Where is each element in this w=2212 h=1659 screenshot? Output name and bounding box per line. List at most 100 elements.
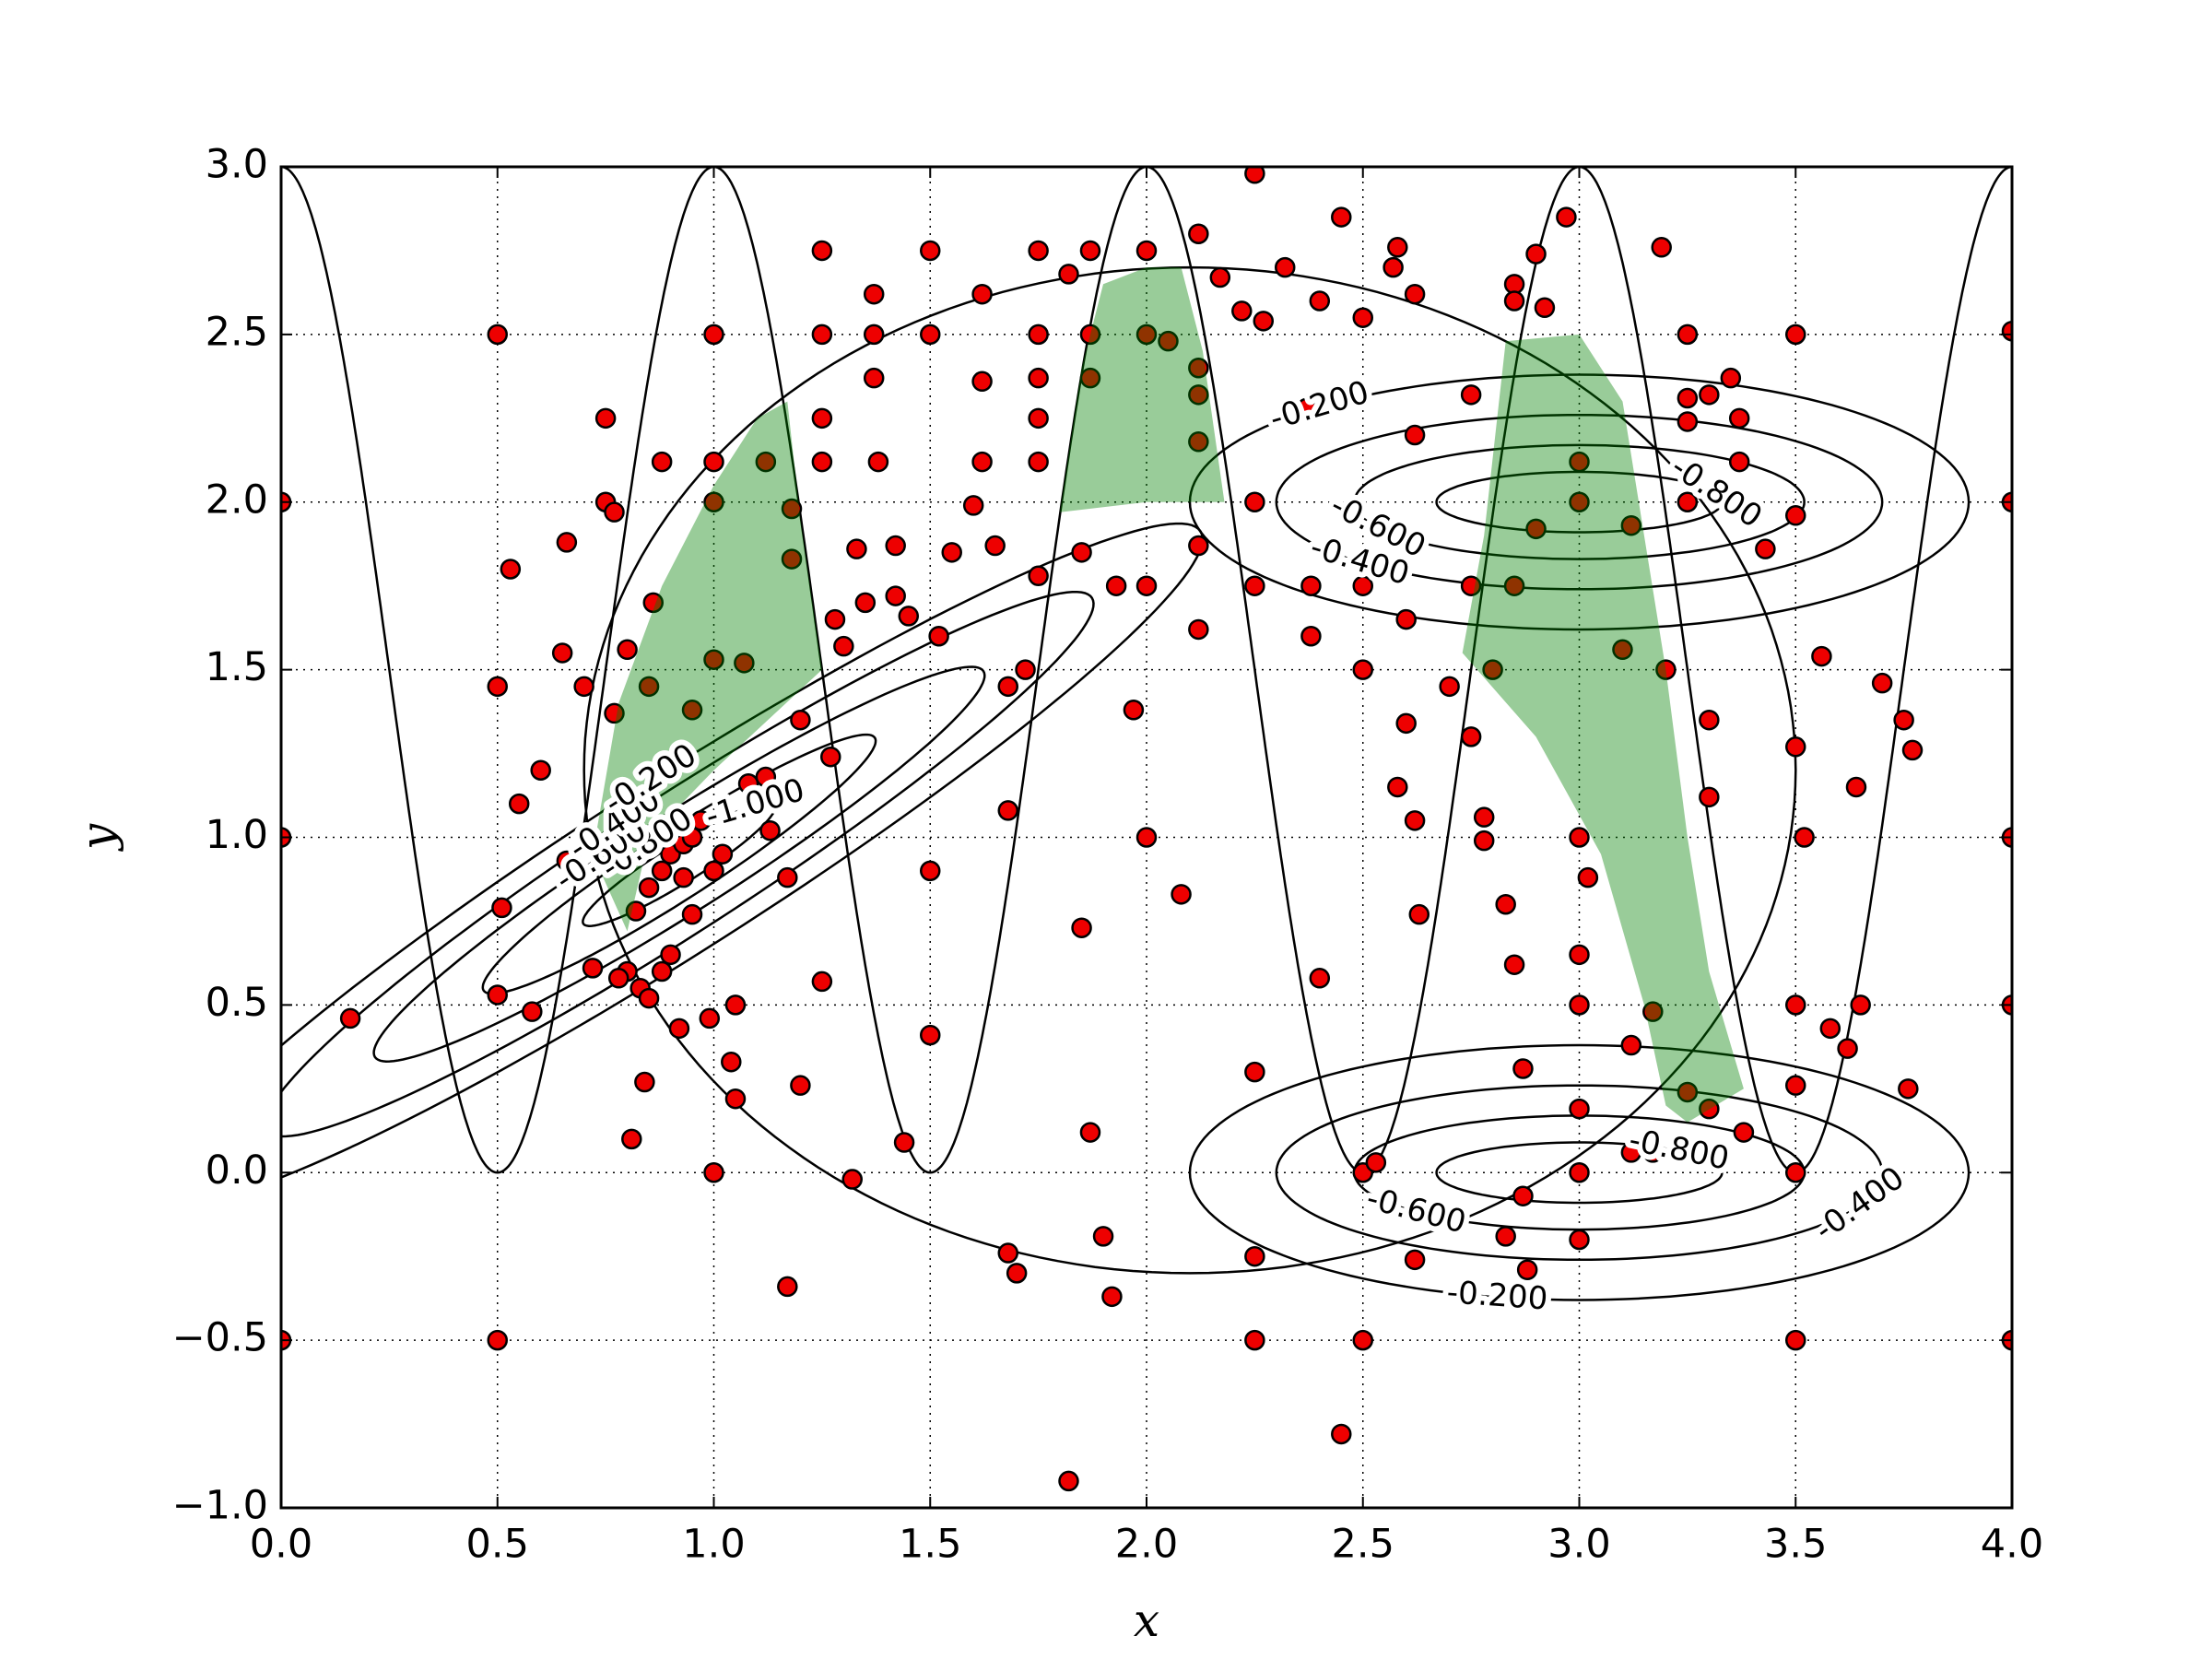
scatter-point <box>1309 968 1331 989</box>
scatter-point <box>1092 1226 1114 1247</box>
x-tick-label: 0.5 <box>466 1522 529 1568</box>
scatter-point <box>681 700 703 721</box>
scatter-point <box>634 1071 655 1093</box>
scatter-point <box>971 371 993 393</box>
scatter-point <box>573 676 594 698</box>
y-tick-label: −1.0 <box>172 1483 268 1529</box>
y-tick-label: −0.5 <box>172 1315 268 1361</box>
scatter-point <box>1460 726 1482 747</box>
scatter-point <box>1569 944 1590 966</box>
scatter-point <box>1460 384 1482 406</box>
scatter-point <box>1556 206 1577 228</box>
scatter-point <box>1404 283 1426 305</box>
scatter-point <box>777 866 798 888</box>
scatter-point <box>1209 266 1231 288</box>
scatter-point <box>1728 451 1750 473</box>
scatter-point <box>551 642 573 664</box>
scatter-point <box>1135 324 1158 346</box>
contour-line <box>281 522 1204 1179</box>
scatter-point <box>790 1075 811 1096</box>
scatter-point <box>556 850 578 872</box>
scatter-point <box>1534 297 1556 319</box>
scatter-point <box>1058 264 1079 285</box>
scatter-point <box>1850 994 1871 1016</box>
scatter-point <box>811 324 833 346</box>
scatter-point <box>759 819 781 841</box>
scatter-point <box>582 958 604 979</box>
scatter-point <box>893 1132 915 1153</box>
scatter-point <box>487 324 508 346</box>
scatter-point <box>1352 575 1373 596</box>
scatter-point <box>1482 659 1503 680</box>
scatter-point <box>556 532 578 553</box>
scatter-point <box>1612 639 1633 661</box>
scatter-point <box>1188 535 1209 557</box>
contour-line <box>1275 1084 1884 1262</box>
scatter-point <box>491 897 512 919</box>
scatter-point <box>1569 491 1590 512</box>
scatter-point <box>863 367 885 389</box>
scatter-point <box>1028 407 1049 429</box>
scatter-point <box>724 994 747 1016</box>
scatter-point <box>1352 307 1373 328</box>
scatter-point <box>1677 387 1699 409</box>
scatter-point <box>1811 645 1832 667</box>
scatter-point <box>1300 575 1322 596</box>
scatter-point <box>863 283 885 305</box>
scatter-point <box>1893 709 1914 731</box>
scatter-point <box>1188 431 1209 453</box>
scatter-point <box>1503 954 1525 975</box>
scatter-point <box>1699 786 1720 808</box>
scatter-point <box>1901 739 1924 761</box>
scatter-point <box>1785 736 1806 758</box>
scatter-point <box>1577 866 1599 888</box>
scatter-point <box>920 860 941 882</box>
scatter-point <box>522 1001 543 1022</box>
scatter-point <box>1837 1038 1858 1059</box>
scatter-point <box>1105 575 1127 596</box>
scatter-point <box>811 451 833 473</box>
scatter-point <box>1135 575 1158 596</box>
contour-label: -0.200 <box>1445 1274 1548 1317</box>
scatter-point <box>1677 411 1699 432</box>
scatter-point <box>1439 676 1460 698</box>
scatter-point <box>1382 256 1404 278</box>
scatter-point <box>1387 237 1408 258</box>
scatter-point <box>841 1169 863 1190</box>
scatter-point <box>703 1162 724 1183</box>
scatter-point <box>1512 1185 1534 1206</box>
x-tick-label: 1.0 <box>682 1522 745 1568</box>
scatter-point <box>920 1024 941 1046</box>
scatter-point <box>1845 776 1867 798</box>
scatter-point <box>508 793 530 815</box>
scatter-point <box>1188 358 1209 379</box>
scatter-point <box>1525 518 1547 540</box>
scatter-point <box>1408 903 1430 925</box>
scatter-point <box>833 635 854 657</box>
scatter-point <box>984 535 1006 557</box>
scatter-point <box>1231 300 1253 322</box>
scatter-point <box>1819 1018 1841 1040</box>
scatter-point <box>1028 565 1049 587</box>
scatter-point <box>863 324 885 346</box>
scatter-point <box>1495 1226 1516 1247</box>
sine-curve <box>281 167 2012 1174</box>
scatter-point <box>1755 538 1776 559</box>
scatter-point <box>1898 1078 1919 1100</box>
scatter-point <box>1274 256 1296 278</box>
scatter-point <box>1135 827 1158 848</box>
scatter-point <box>699 1007 721 1030</box>
scatter-point <box>1785 1162 1806 1183</box>
scatter-point <box>1123 700 1145 721</box>
scatter-point <box>681 903 703 925</box>
scatter-point <box>1720 367 1742 389</box>
scatter-point <box>703 451 724 473</box>
scatter-point <box>1651 237 1672 258</box>
scatter-point <box>1404 424 1426 446</box>
scatter-point <box>594 407 617 429</box>
scatter-point <box>530 759 551 781</box>
x-tick-label: 3.0 <box>1547 1522 1610 1568</box>
scatter-point <box>1244 1329 1265 1351</box>
scatter-point <box>668 1018 690 1040</box>
